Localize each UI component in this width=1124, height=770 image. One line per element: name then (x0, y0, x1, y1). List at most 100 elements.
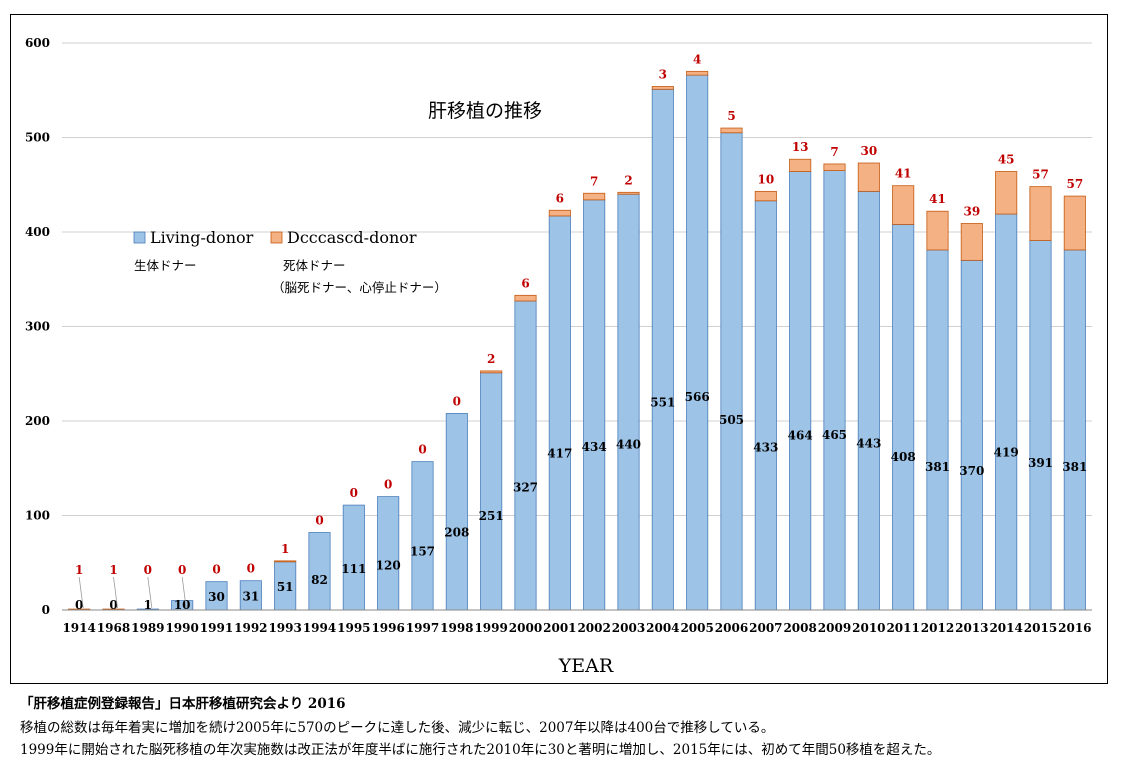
bar-deceased-1993 (274, 560, 297, 563)
legend: Living-donor 生体ドナー Dcccascd-donor 死体ドナー … (133, 228, 447, 295)
data-label-living-1994: 82 (311, 573, 328, 587)
data-label-deceased-1997: 0 (418, 443, 426, 457)
bar-deceased-2011 (892, 185, 915, 225)
data-label-living-1997: 157 (410, 545, 435, 559)
source-note: 「肝移植症例登録報告」日本肝移植研究会より 2016 (20, 696, 346, 712)
data-label-deceased-2016: 57 (1066, 177, 1083, 191)
data-label-deceased-2008: 13 (792, 140, 809, 154)
gridlines (62, 42, 1092, 516)
data-label-deceased-2013: 39 (963, 204, 980, 218)
bars (68, 70, 1086, 611)
x-tick-label: 1914 (62, 621, 95, 635)
data-label-living-2005: 566 (685, 390, 710, 404)
data-label-living-1993: 51 (277, 580, 294, 594)
leader-line (181, 576, 187, 609)
summary-note-2: 1999年に開始された脳死移植の年次実施数は改正法が年度半ばに施行された2010… (20, 742, 941, 758)
data-label-deceased-2011: 41 (895, 167, 912, 181)
data-label-deceased-2015: 57 (1032, 168, 1049, 182)
y-tick-label: 200 (25, 414, 50, 428)
leader-line (113, 576, 118, 609)
bar-living-2013 (960, 259, 983, 611)
data-label-deceased-2010: 30 (860, 144, 877, 158)
bar-living-2012 (926, 249, 949, 611)
bar-living-1998 (445, 413, 468, 611)
x-tick-label: 2014 (989, 621, 1022, 635)
data-label-living-2012: 381 (925, 460, 950, 474)
bar-living-2004 (651, 88, 674, 611)
x-tick-label: 2016 (1058, 621, 1091, 635)
data-label-deceased-2000: 6 (521, 276, 529, 290)
x-tick-label: 1995 (337, 621, 370, 635)
y-tick-label: 400 (25, 225, 50, 239)
data-label-living-1914: 0 (75, 598, 83, 612)
bar-living-1999 (480, 372, 503, 611)
x-tick-label: 2008 (783, 621, 816, 635)
legend-sublabel-deceased-detail: （脳死ドナー、心停止ドナー） (272, 280, 447, 295)
x-tick-label: 2015 (1024, 621, 1057, 635)
data-label-deceased-1990: 0 (178, 563, 186, 577)
bar-living-2003 (617, 193, 640, 611)
bar-deceased-1999 (480, 370, 503, 374)
data-label-living-2007: 433 (753, 440, 778, 454)
data-label-deceased-1996: 0 (384, 478, 392, 492)
data-label-living-2004: 551 (650, 396, 675, 410)
liver-transplant-chart: 0101101003003105118201110120015702080251… (25, 36, 1092, 677)
bar-deceased-2009 (823, 163, 846, 171)
bar-deceased-2006 (720, 127, 743, 134)
x-tick-label: 2002 (577, 621, 610, 635)
data-label-living-1999: 251 (479, 509, 504, 523)
bar-living-2008 (789, 171, 812, 611)
bar-living-2006 (720, 132, 743, 611)
bar-deceased-2000 (514, 294, 537, 302)
data-label-living-2009: 465 (822, 428, 847, 442)
leader-line (78, 576, 84, 609)
data-label-deceased-2012: 41 (929, 192, 946, 206)
x-tick-label: 1990 (165, 621, 198, 635)
legend-sublabel-living: 生体ドナー (134, 258, 197, 273)
x-tick-label: 1997 (406, 621, 439, 635)
data-label-living-2010: 443 (856, 437, 881, 451)
bar-living-2016 (1063, 249, 1086, 611)
data-label-deceased-2003: 2 (624, 173, 632, 187)
bar-deceased-2015 (1029, 186, 1052, 241)
data-label-deceased-2005: 4 (693, 52, 701, 66)
x-tick-label: 2001 (543, 621, 576, 635)
data-label-living-2015: 391 (1028, 456, 1053, 470)
x-tick-label: 1992 (234, 621, 267, 635)
data-label-living-1992: 31 (242, 589, 259, 603)
bar-deceased-2002 (583, 192, 606, 201)
bar-deceased-2010 (857, 162, 880, 192)
x-tick-label: 1998 (440, 621, 473, 635)
bar-deceased-2008 (789, 158, 812, 172)
data-label-living-2001: 417 (547, 446, 572, 460)
bar-living-1994 (308, 532, 331, 611)
x-tick-label: 1968 (97, 621, 130, 635)
bar-living-2015 (1029, 240, 1052, 611)
x-tick-label: 1996 (371, 621, 404, 635)
data-label-living-2014: 419 (994, 446, 1019, 460)
bar-living-1997 (411, 461, 434, 611)
data-label-deceased-1992: 0 (247, 562, 255, 576)
bar-deceased-2016 (1063, 195, 1086, 251)
data-label-deceased-1993: 1 (281, 542, 289, 556)
legend-label-deceased: Dcccascd-donor (287, 228, 417, 247)
chart-frame (10, 14, 1108, 684)
data-label-deceased-1989: 0 (144, 563, 152, 577)
bar-living-2010 (857, 190, 880, 611)
data-labels: 0101101003003105118201110120015702080251… (75, 52, 1087, 612)
x-tick-label: 1993 (268, 621, 301, 635)
bar-living-2014 (995, 213, 1018, 611)
y-tick-label: 300 (25, 320, 50, 334)
bar-deceased-2004 (651, 86, 674, 90)
legend-sublabel-deceased: 死体ドナー (283, 258, 346, 273)
x-tick-label: 2005 (680, 621, 713, 635)
bar-deceased-2007 (754, 190, 777, 202)
bar-deceased-2005 (686, 70, 709, 76)
bar-living-1996 (377, 496, 400, 611)
leader-line (147, 576, 153, 609)
data-label-living-1990: 10 (174, 598, 191, 612)
x-tick-label: 2007 (749, 621, 782, 635)
bar-living-2001 (548, 215, 571, 611)
x-tick-label: 2010 (852, 621, 885, 635)
data-label-deceased-1991: 0 (212, 563, 220, 577)
